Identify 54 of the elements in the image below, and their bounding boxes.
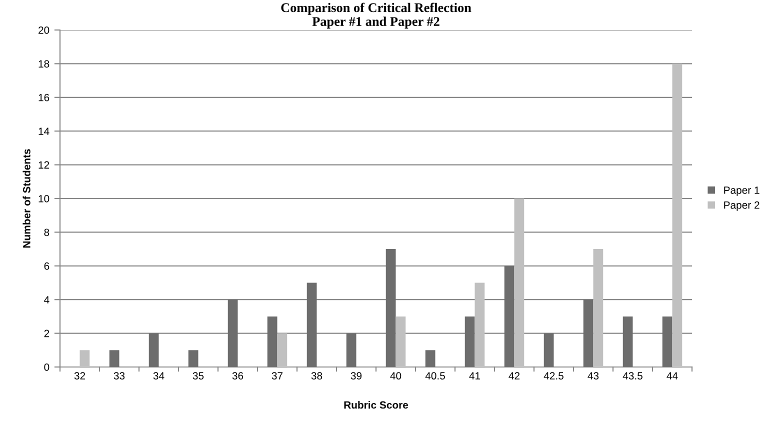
bar bbox=[346, 333, 356, 367]
y-axis-title: Number of Students bbox=[22, 149, 30, 248]
bar bbox=[662, 316, 672, 367]
bar bbox=[80, 350, 90, 367]
bar bbox=[306, 282, 317, 367]
y-tick-label: 16 bbox=[38, 94, 50, 102]
y-tick-label: 2 bbox=[44, 330, 50, 338]
chart-title: Comparison of Critical Reflection Paper #1 and Paper #2 bbox=[281, 2, 472, 29]
y-tick-label: 14 bbox=[38, 128, 50, 135]
bar bbox=[148, 333, 159, 367]
bar bbox=[544, 333, 554, 367]
x-tick-label: 38 bbox=[311, 372, 322, 380]
bar bbox=[474, 282, 485, 367]
x-tick-label: 32 bbox=[74, 372, 86, 380]
y-tick-label: 12 bbox=[38, 161, 50, 169]
y-tick-label: 18 bbox=[38, 60, 50, 68]
x-tick-label: 40 bbox=[390, 372, 402, 380]
bar bbox=[109, 350, 120, 367]
x-tick-label: 39 bbox=[350, 372, 362, 380]
bar bbox=[514, 198, 524, 367]
x-tick-label: 40.5 bbox=[425, 372, 445, 380]
bar bbox=[672, 64, 682, 367]
y-tick-label: 0 bbox=[44, 364, 50, 371]
legend-label: Paper 1 bbox=[724, 186, 760, 196]
bar bbox=[593, 249, 604, 367]
x-tick-label: 43 bbox=[588, 372, 599, 380]
bar bbox=[583, 300, 594, 367]
bar bbox=[386, 249, 396, 367]
bar bbox=[267, 316, 278, 367]
x-tick-label: 34 bbox=[153, 372, 164, 380]
x-tick-label: 44 bbox=[666, 372, 678, 380]
x-tick-label: 42.5 bbox=[544, 372, 564, 380]
x-tick-label: 37 bbox=[272, 372, 283, 380]
y-tick-label: 20 bbox=[38, 26, 50, 34]
bar bbox=[504, 266, 514, 367]
y-tick-label: 6 bbox=[44, 262, 50, 270]
bar bbox=[425, 350, 436, 367]
bar bbox=[622, 316, 633, 367]
x-tick-label: 43.5 bbox=[622, 372, 642, 380]
bar bbox=[188, 350, 198, 367]
y-tick-label: 4 bbox=[44, 296, 50, 304]
bar bbox=[277, 333, 288, 367]
x-axis-title: Rubric Score bbox=[344, 401, 408, 409]
x-tick-label: 42 bbox=[508, 372, 520, 380]
x-tick-label: 41 bbox=[469, 372, 480, 380]
bar bbox=[396, 316, 406, 367]
y-tick-label: 8 bbox=[44, 228, 50, 236]
bar bbox=[464, 316, 475, 367]
y-tick-label: 10 bbox=[38, 195, 50, 202]
legend-label: Paper 2 bbox=[724, 201, 760, 211]
x-tick-label: 36 bbox=[232, 372, 244, 380]
bar bbox=[228, 300, 238, 367]
x-tick-label: 33 bbox=[114, 372, 125, 380]
x-tick-label: 35 bbox=[192, 372, 204, 380]
